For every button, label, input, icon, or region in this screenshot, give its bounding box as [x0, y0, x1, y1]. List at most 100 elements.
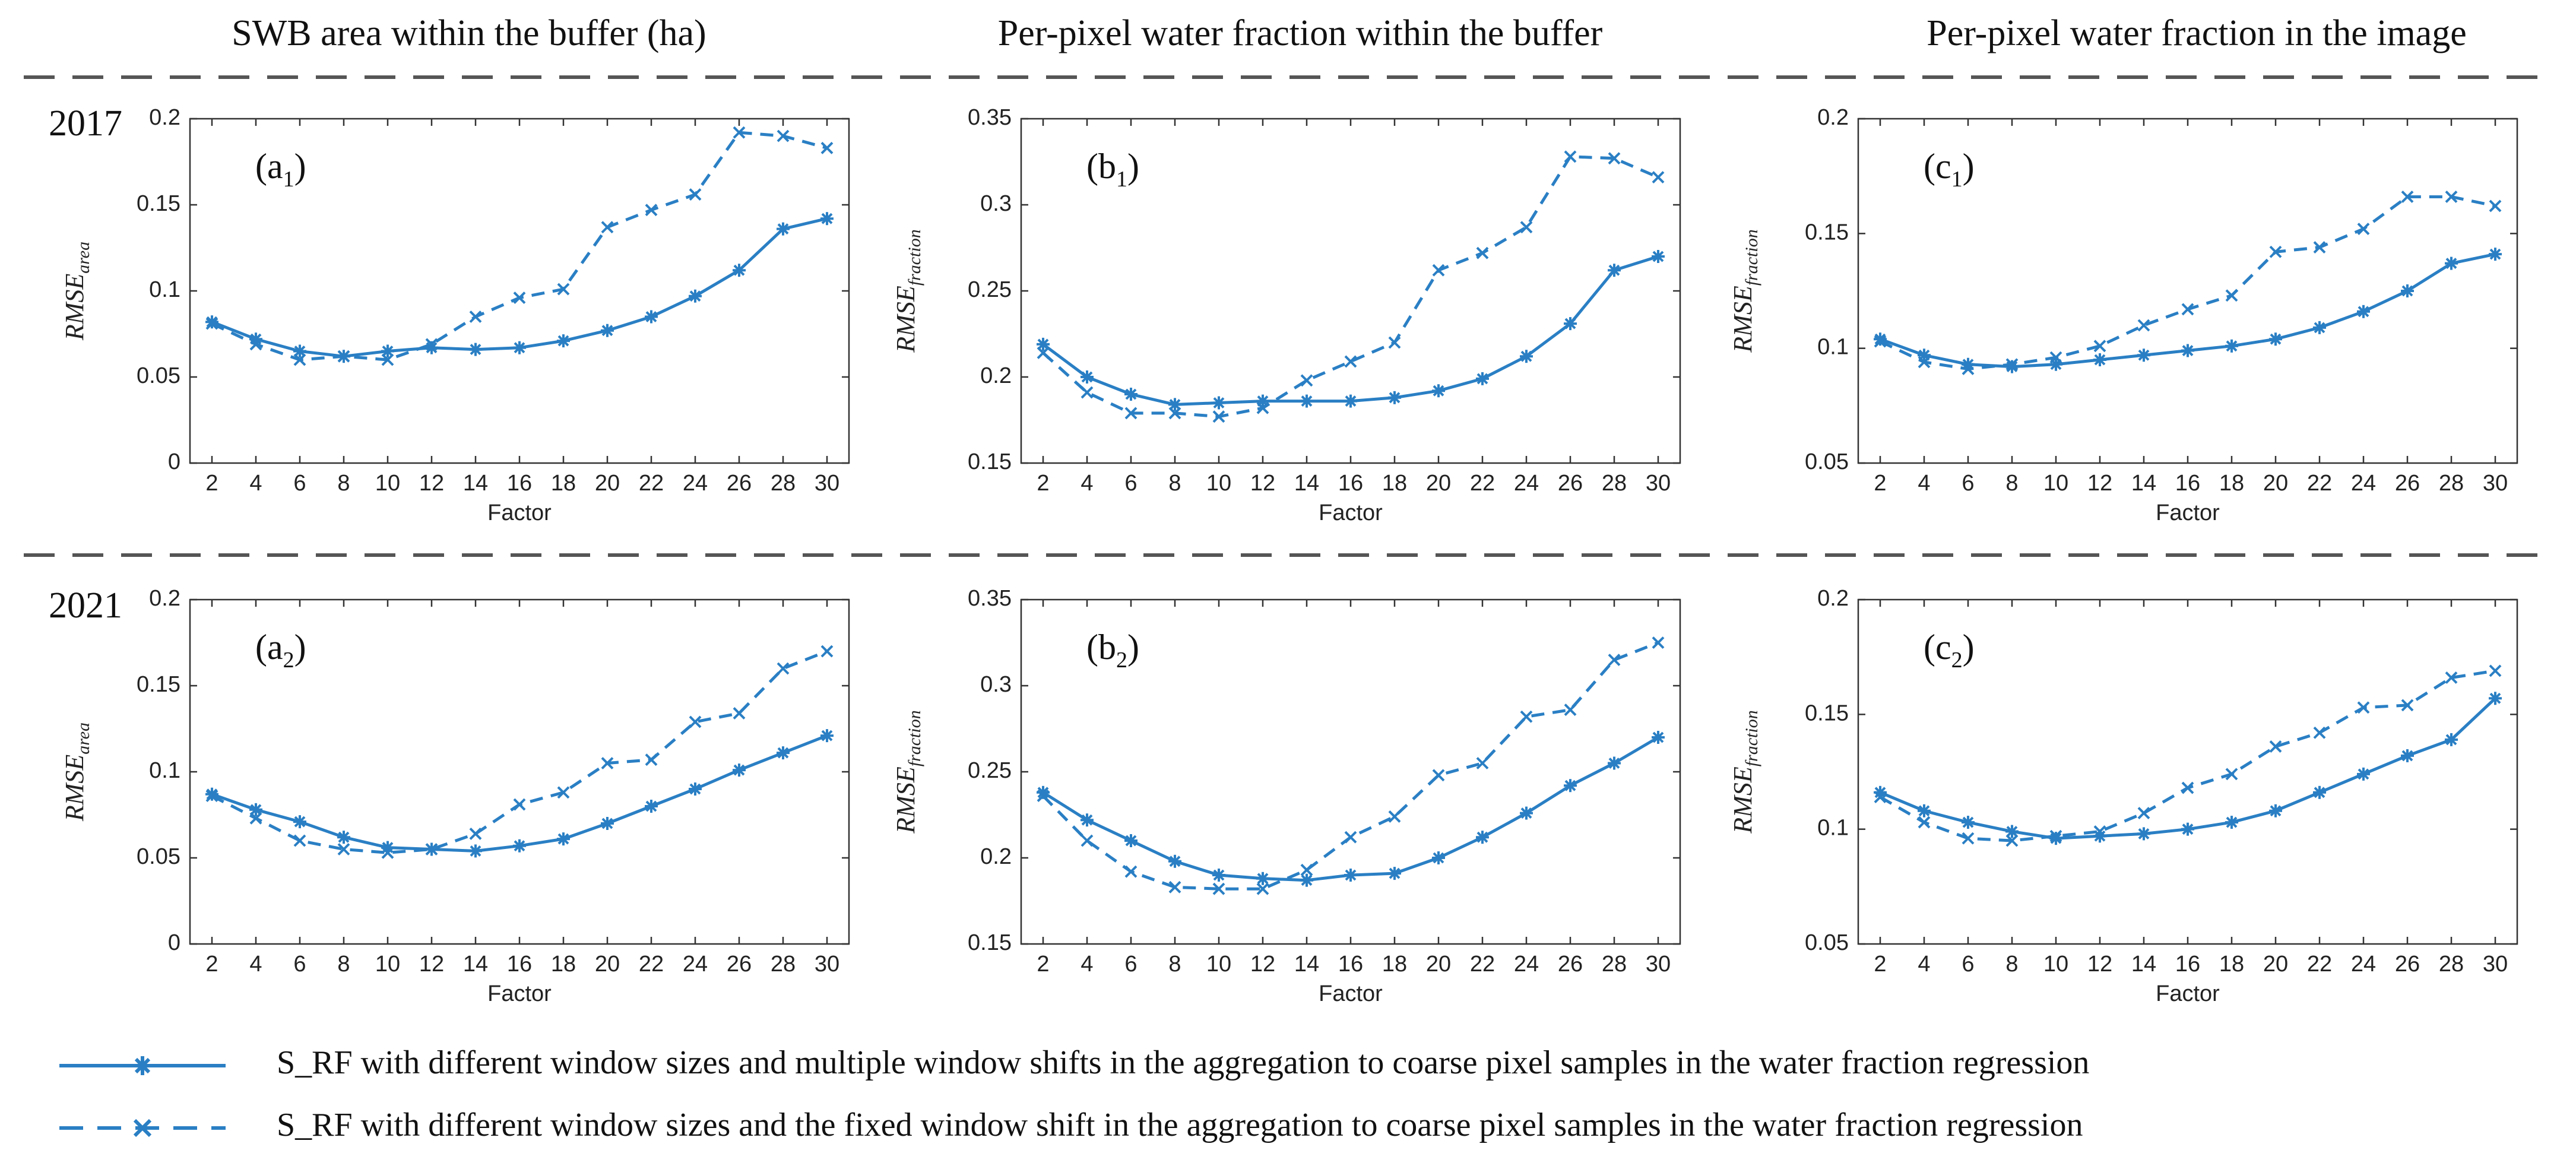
row-label-2017: 2017 — [49, 103, 122, 144]
marker-stroke — [2270, 805, 2282, 817]
data-point — [2489, 248, 2502, 261]
y-tick-label: 0 — [168, 930, 180, 955]
panel-tag-close: ) — [294, 147, 306, 186]
x-axis-label: Factor — [487, 500, 552, 525]
data-point — [820, 212, 834, 226]
data-point — [2445, 671, 2458, 684]
marker-stroke — [1874, 333, 1886, 345]
panel-tag-open: (c — [1924, 628, 1951, 667]
data-point — [1476, 757, 1489, 769]
data-point — [2225, 816, 2238, 829]
data-point — [513, 341, 526, 354]
y-tick-label: 0.05 — [137, 844, 180, 869]
data-point — [1081, 834, 1094, 847]
y-axis-label-sub: area — [74, 723, 93, 755]
data-point — [2269, 804, 2282, 818]
series-dashed — [1037, 636, 1665, 895]
marker-stroke — [2181, 781, 2194, 794]
marker-stroke — [820, 645, 834, 658]
marker-stroke — [733, 126, 746, 139]
data-point — [2401, 284, 2414, 297]
x-tick-label: 28 — [1602, 471, 1627, 496]
data-point — [820, 141, 834, 154]
marker-stroke — [1344, 355, 1357, 368]
marker-stroke — [1169, 398, 1181, 410]
x-tick-label: 20 — [595, 471, 620, 496]
marker-stroke — [821, 730, 833, 742]
chart-panel-c2: 0.050.10.150.22 4 6 8 10 12 14 16 18 20 22 24 26 28 30… — [1728, 586, 2518, 1006]
x-tick-label: 8 — [2005, 471, 2018, 496]
data-point — [2269, 740, 2282, 753]
marker-stroke — [1125, 835, 1137, 847]
data-point — [1608, 264, 1621, 277]
data-point — [601, 817, 614, 830]
data-point — [1476, 831, 1489, 844]
data-point — [2313, 241, 2326, 254]
marker-stroke — [2489, 199, 2502, 213]
marker-stroke — [1652, 636, 1665, 649]
marker-stroke — [2050, 832, 2062, 844]
y-tick-label: 0.3 — [980, 672, 1012, 697]
data-point — [513, 839, 526, 853]
marker-stroke — [2225, 289, 2238, 302]
legend-text-solid: S_RF with different window sizes and mul… — [277, 1044, 2089, 1081]
data-point — [2313, 321, 2326, 334]
marker-stroke — [1520, 350, 1532, 362]
marker-stroke — [2401, 750, 2413, 762]
x-tick-label: 24 — [683, 471, 708, 496]
legend-marker-asterisk — [133, 1056, 152, 1075]
data-point — [1476, 246, 1489, 259]
panel-tag: (b1) — [1086, 147, 1139, 192]
x-tick-label: 30 — [815, 471, 839, 496]
marker-stroke — [2137, 319, 2150, 332]
marker-stroke — [1476, 373, 1488, 385]
y-tick-label: 0.25 — [968, 277, 1012, 302]
x-tick-label: 4 — [1918, 952, 1930, 977]
x-tick-label: 6 — [1124, 952, 1137, 977]
x-axis-label: Factor — [487, 981, 552, 1006]
x-tick-label: 2 — [1874, 952, 1886, 977]
panel-tag-open: (b — [1086, 628, 1116, 667]
data-point — [1608, 152, 1621, 165]
x-tick-label: 28 — [2439, 471, 2464, 496]
data-point — [2225, 339, 2238, 353]
marker-stroke — [1301, 875, 1313, 886]
marker-stroke — [1476, 246, 1489, 259]
x-tick-label: 28 — [1602, 952, 1627, 977]
data-point — [249, 803, 262, 816]
marker-stroke — [2401, 285, 2413, 297]
marker-stroke — [1256, 401, 1269, 414]
marker-stroke — [2401, 699, 2414, 712]
data-point — [1168, 407, 1181, 420]
data-point — [1564, 704, 1577, 717]
marker-stroke — [2358, 306, 2369, 318]
marker-stroke — [425, 338, 438, 351]
marker-stroke — [777, 662, 790, 675]
marker-stroke — [1433, 385, 1444, 397]
data-point — [557, 786, 570, 799]
marker-stroke — [2138, 828, 2150, 839]
data-point — [1212, 396, 1225, 410]
data-point — [2445, 191, 2458, 203]
x-axis-label: Factor — [2156, 981, 2220, 1006]
marker-stroke — [426, 342, 438, 354]
marker-stroke — [557, 833, 569, 845]
data-point — [293, 353, 306, 366]
data-point — [2049, 832, 2062, 845]
data-point — [293, 815, 306, 829]
data-point — [2401, 191, 2414, 203]
data-point — [1344, 869, 1357, 882]
data-point — [1564, 317, 1577, 331]
x-tick-label: 8 — [337, 952, 350, 977]
x-tick-label: 12 — [419, 471, 444, 496]
x-tick-label: 16 — [2175, 952, 2200, 977]
series-dashed — [205, 126, 834, 366]
data-point — [1652, 250, 1665, 263]
data-point — [557, 334, 570, 348]
marker-stroke — [337, 350, 350, 363]
data-point — [1300, 374, 1313, 387]
marker-stroke — [294, 346, 306, 357]
data-point — [2357, 701, 2370, 714]
marker-stroke — [2182, 345, 2194, 356]
data-point — [1212, 869, 1225, 882]
